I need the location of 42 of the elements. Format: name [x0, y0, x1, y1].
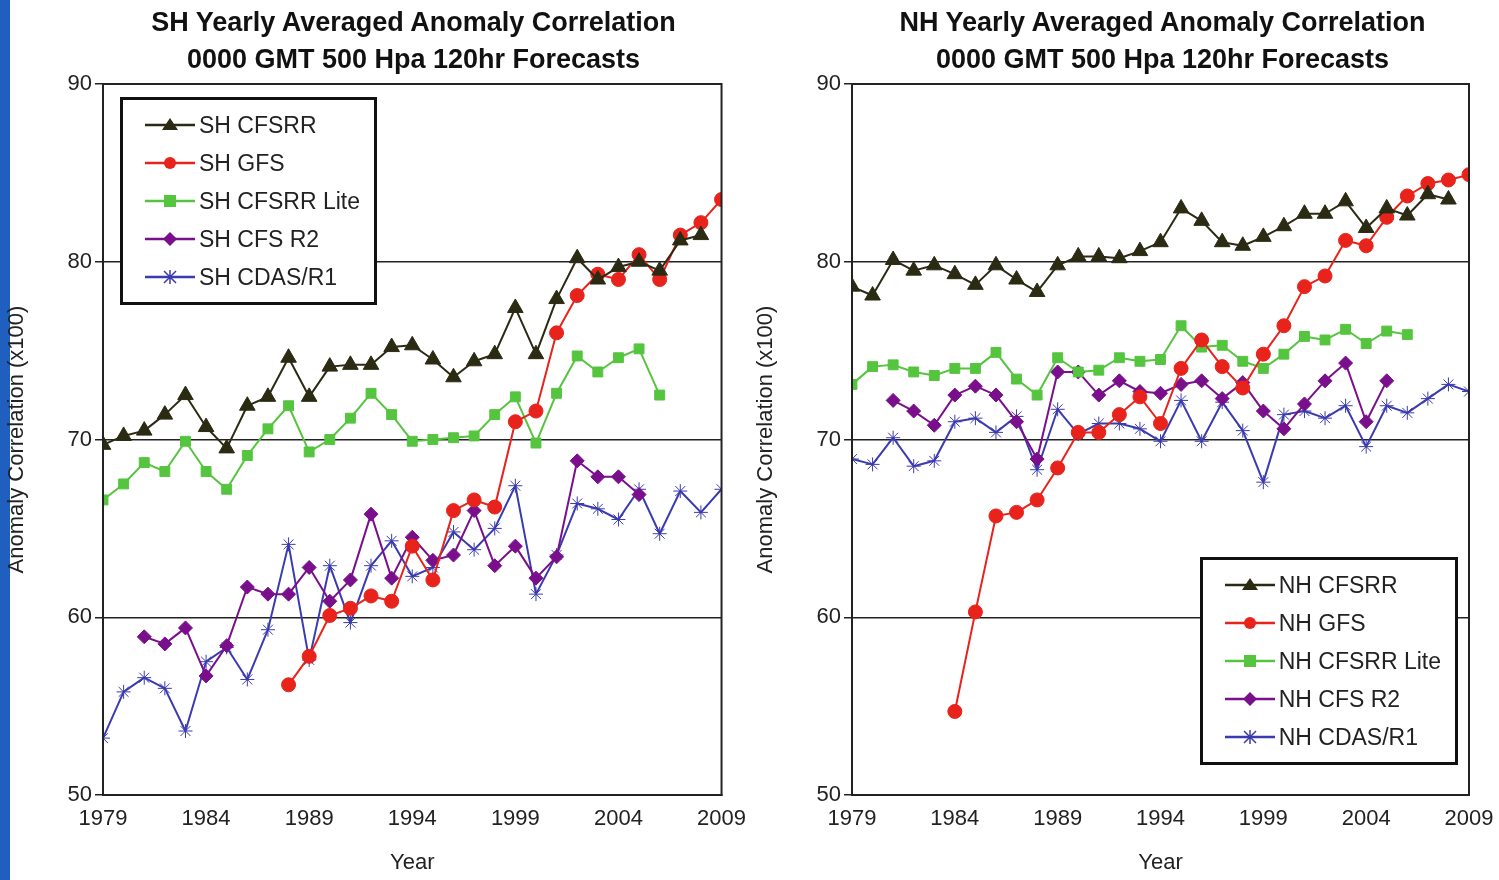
x-tick-label: 2004 [1341, 805, 1391, 831]
x-tick-label: 2004 [593, 805, 643, 831]
chart-title: SH Yearly Averaged Anomaly Correlation [150, 6, 677, 39]
x-axis-title: Year [390, 848, 435, 874]
legend-label: SH CFSRR Lite [199, 187, 361, 215]
chart-subtitle: 0000 GMT 500 Hpa 120hr Forecasts [934, 43, 1391, 76]
y-axis-title: Anomaly Correlation (x100) [3, 305, 29, 574]
x-tick-label: 1994 [1136, 805, 1185, 831]
legend-label: SH GFS [199, 149, 285, 177]
x-tick-label: 1984 [930, 805, 980, 831]
chart-title: NH Yearly Averaged Anomaly Correlation [898, 6, 1427, 39]
x-tick-label: 1999 [1238, 805, 1288, 831]
legend-label: SH CFSRR [199, 111, 317, 139]
x-tick-label: 1989 [1033, 805, 1083, 831]
legend-label: NH CFS R2 [1278, 685, 1401, 713]
x-tick-label: 1989 [284, 805, 334, 831]
y-tick-label: 70 [816, 425, 841, 451]
y-tick-label: 90 [67, 70, 92, 96]
x-tick-label: 2009 [697, 805, 747, 831]
y-tick-label: 70 [67, 425, 92, 451]
y-tick-label: 80 [816, 247, 841, 273]
legend-label: NH CFSRR Lite [1278, 647, 1441, 675]
legend-label: SH CFS R2 [199, 225, 320, 253]
y-tick-label: 90 [816, 70, 841, 96]
legend-label: NH CDAS/R1 [1278, 723, 1418, 751]
x-tick-label: 1984 [181, 805, 231, 831]
y-tick-label: 60 [816, 603, 841, 629]
x-axis-title: Year [1138, 848, 1183, 874]
y-tick-label: 60 [67, 603, 92, 629]
x-tick-label: 1994 [387, 805, 437, 831]
y-tick-label: 50 [67, 781, 92, 807]
x-tick-label: 1999 [490, 805, 540, 831]
y-axis-title: Anomaly Correlation (x100) [752, 305, 778, 574]
legend-label: NH GFS [1278, 609, 1366, 637]
legend-label: SH CDAS/R1 [199, 263, 338, 291]
y-tick-label: 50 [816, 781, 841, 807]
chart-subtitle: 0000 GMT 500 Hpa 120hr Forecasts [185, 43, 642, 76]
x-tick-label: 1979 [827, 805, 877, 831]
legend-label: NH CFSRR [1278, 571, 1398, 599]
y-tick-label: 80 [67, 247, 92, 273]
x-tick-label: 1979 [78, 805, 128, 831]
x-tick-label: 2009 [1444, 805, 1494, 831]
